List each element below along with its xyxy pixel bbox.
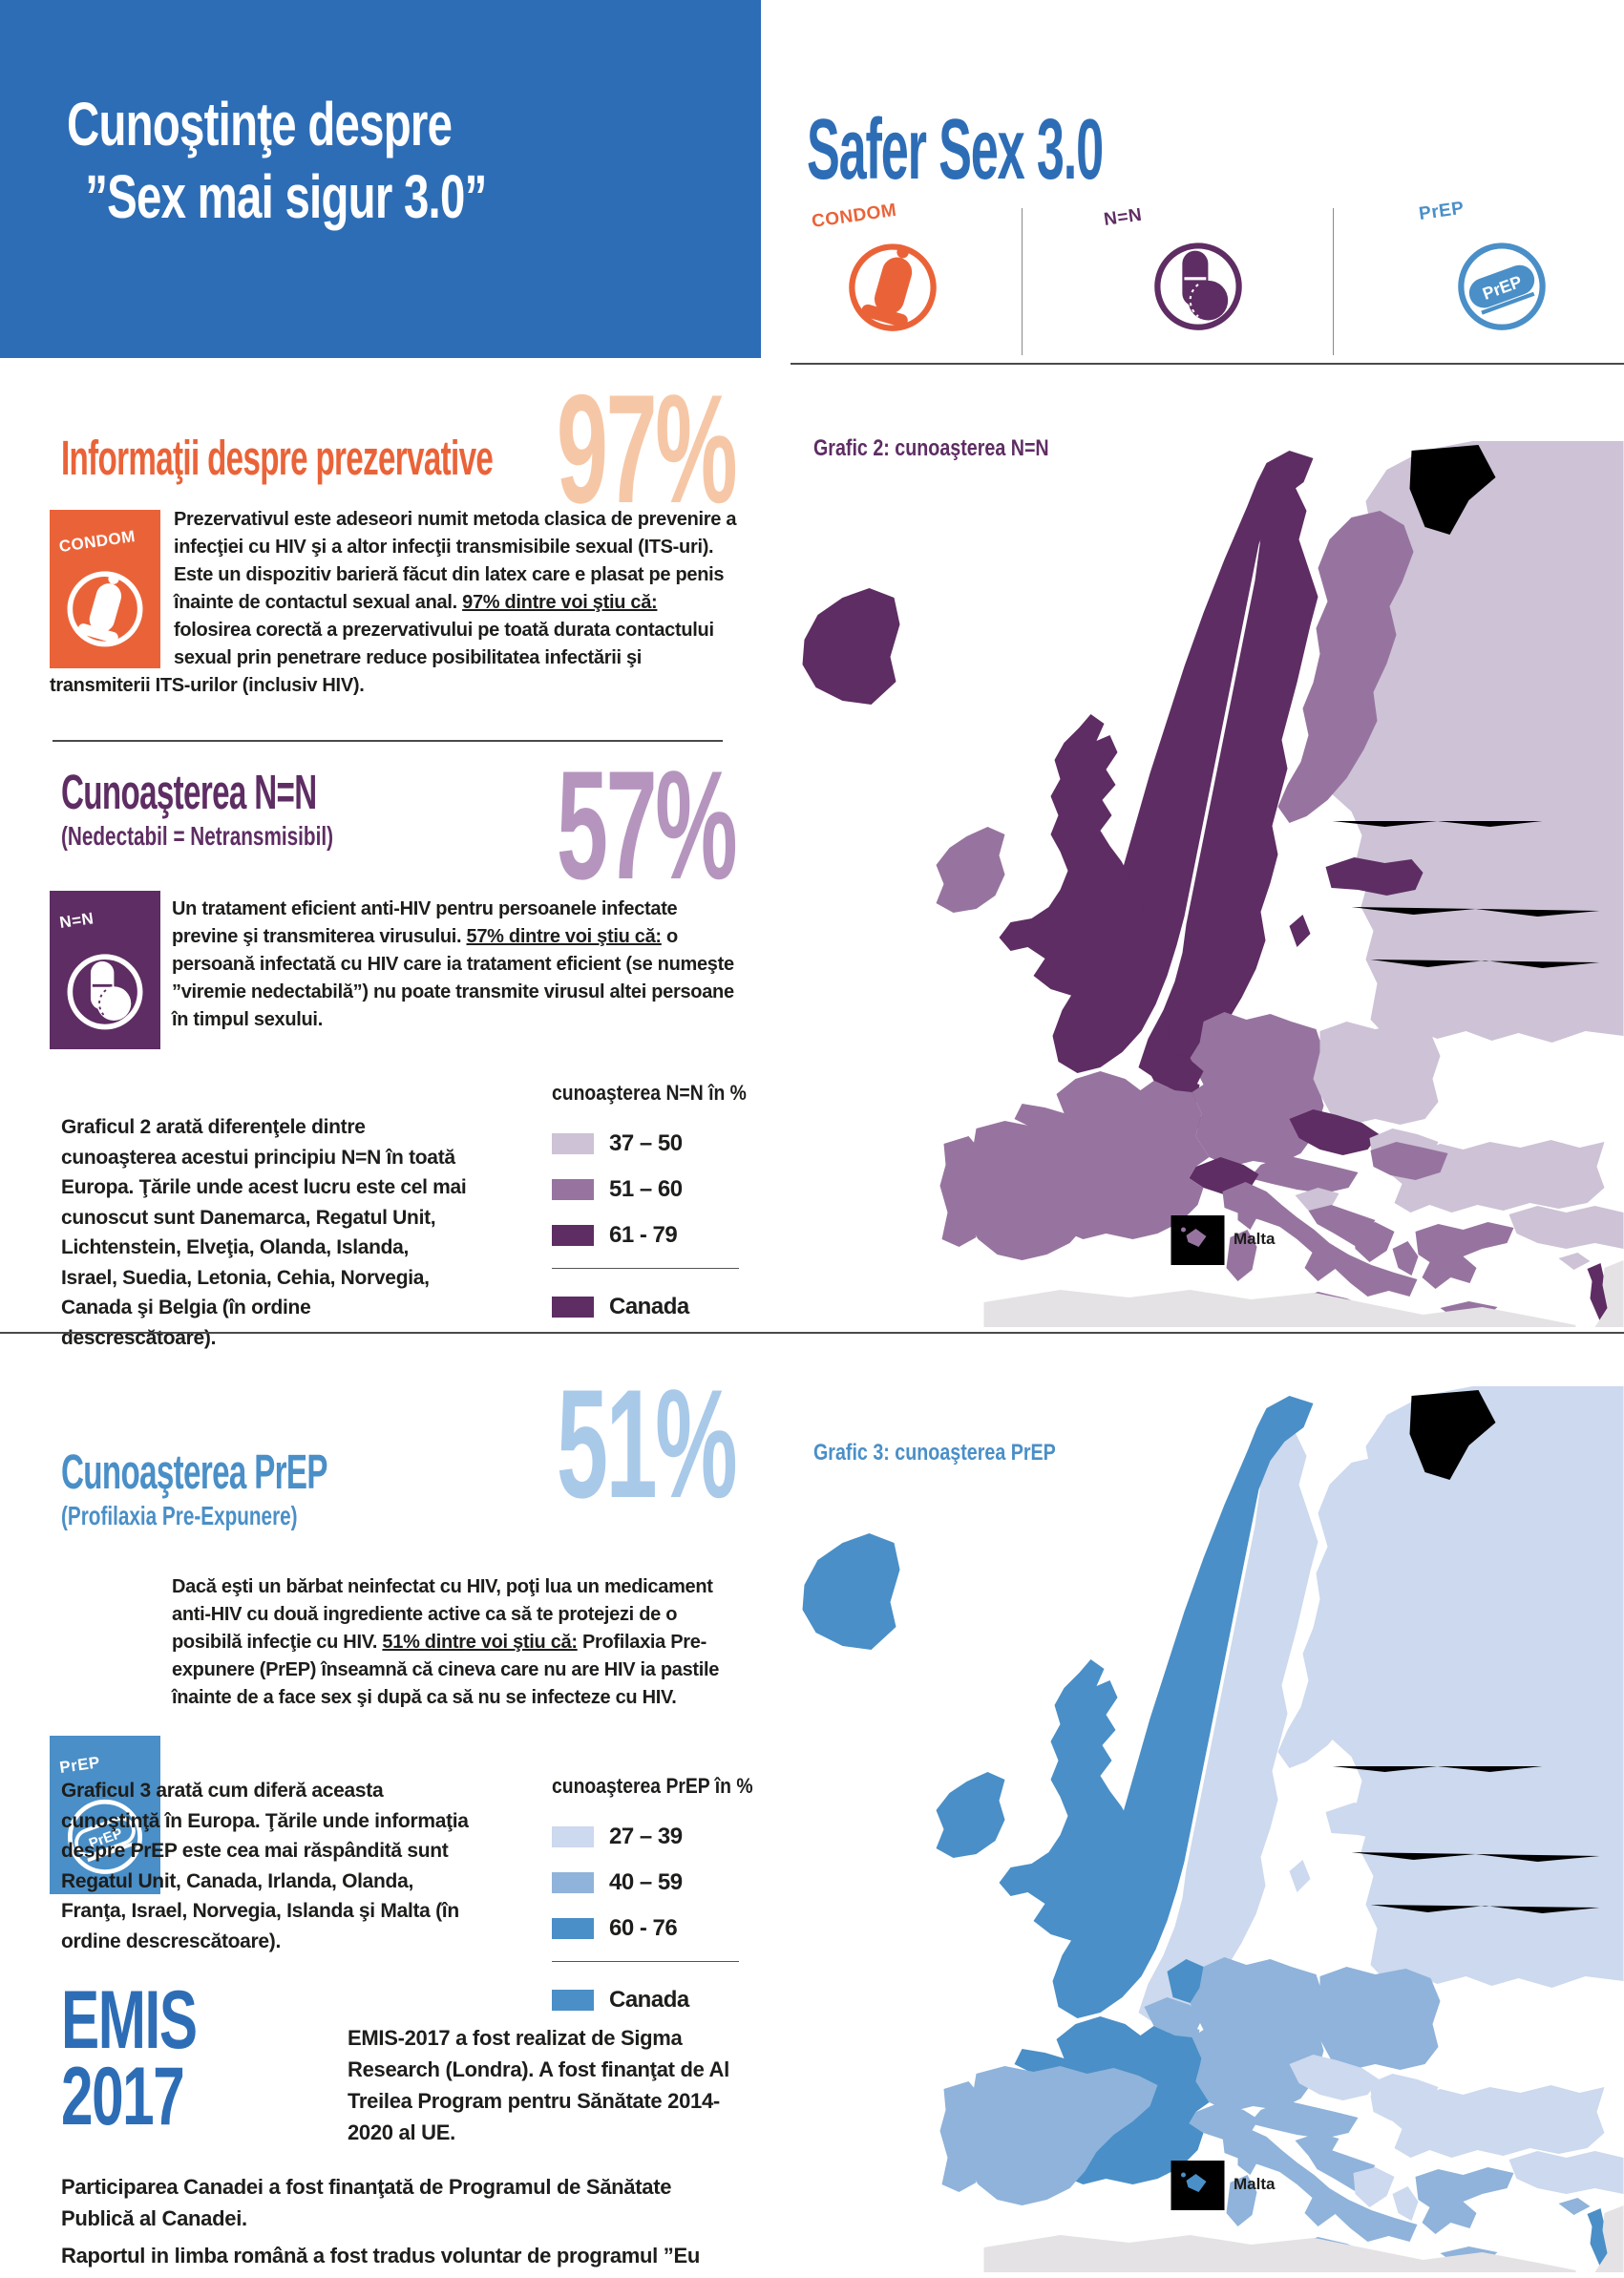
legend-row: 60 - 76 (552, 1915, 743, 1942)
condom-section-title: Informaţii despre prezervative (61, 431, 494, 485)
canada-label: Canada (609, 1294, 689, 1319)
prep-icon-card: PrEP PrEP (50, 1736, 160, 1894)
header-rule (791, 363, 1624, 365)
legend-row: 37 – 50 (552, 1130, 743, 1157)
europe-choropleth-nn (802, 441, 1624, 1327)
range-label: 51 – 60 (609, 1176, 683, 1202)
prep-body-after: Profilaxia Pre-expunere (PrEP) înseamnă … (172, 1632, 720, 1708)
nn-section-title: Cunoaşterea N=N (61, 765, 317, 819)
prep-body-before: Dacă eşti un bărbat neinfectat cu HIV, p… (172, 1576, 713, 1653)
canada-label: Canada (609, 1987, 689, 2013)
range-label: 61 - 79 (609, 1222, 678, 1248)
page-title-line2: ”Sex mai sigur 3.0” (85, 162, 487, 231)
legend-row: 40 – 59 (552, 1869, 743, 1896)
nn-legend: cunoaşterea N=N în % 37 – 50 51 – 60 61 … (552, 1081, 747, 1339)
swatch-canada (552, 1297, 594, 1318)
map-grafic3: Grafic 3: cunoaşterea PrEP Malta (754, 1356, 1624, 2278)
range-label: 60 - 76 (609, 1915, 678, 1941)
malta-inset-label: Malta (1234, 2175, 1276, 2193)
range-label: 40 – 59 (609, 1869, 683, 1895)
header-divider-1 (1022, 208, 1023, 355)
emis-para3: Raportul in limba română a fost tradus v… (61, 2244, 700, 2278)
emis-title: EMIS 2017 (61, 1974, 198, 2142)
swatch-60-76 (552, 1918, 594, 1939)
nn-paragraph: Un tratament eficient anti-HIV pentru pe… (172, 896, 743, 1034)
emis-para2: Participarea Canadei a fost finanţată de… (61, 2175, 672, 2230)
legend-row: 61 - 79 (552, 1222, 743, 1249)
prep-legend: cunoaşterea PrEP în % 27 – 39 40 – 59 60… (552, 1774, 753, 2033)
prep-paragraph: Dacă eşti un bărbat neinfectat cu HIV, p… (172, 1573, 745, 1712)
emis-para1: EMIS-2017 a fost realizat de Sigma Resea… (348, 2026, 729, 2144)
brand-title: Safer Sex 3.0 (807, 102, 1104, 198)
nn-label: N=N (1102, 204, 1144, 231)
nn-pills-icon (67, 954, 143, 1030)
grafic3-label: Grafic 3: cunoaşterea PrEP (813, 1440, 1056, 1466)
section-divider-1 (53, 740, 723, 742)
nn-body-underline: 57% dintre voi ştiu că: (466, 926, 663, 947)
page-divider (0, 1332, 1624, 1334)
header-divider-2 (1333, 208, 1334, 355)
nn-body-after: o persoană infectată cu HIV care ia trat… (172, 926, 734, 1030)
prep-section-title: Cunoaşterea PrEP (61, 1445, 328, 1499)
condom-icon (849, 243, 937, 331)
nn-pills-icon (1154, 243, 1242, 330)
nn-percent: 57% (556, 739, 738, 912)
range-label: 37 – 50 (609, 1130, 683, 1156)
header-banner: Cunoştinţe despre ”Sex mai sigur 3.0” (0, 0, 761, 358)
legend-row: 27 – 39 (552, 1824, 743, 1850)
legend-row-canada: Canada (552, 1987, 743, 2014)
prep-percent: 51% (556, 1358, 738, 1530)
nn-icon-card: N=N (50, 891, 160, 1049)
legend-divider (552, 1268, 739, 1269)
condom-paragraph: CONDOM Prezervativul este adeseori numit… (50, 506, 737, 700)
emis-block: EMIS 2017 EMIS-2017 a fost realizat de S… (61, 1974, 737, 2148)
nn-legend-title: cunoaşterea N=N în % (552, 1081, 747, 1105)
grafic3-paragraph: Graficul 3 arată cum diferă aceasta cuno… (61, 1780, 469, 1952)
grafic2-paragraph: Graficul 2 arată diferenţele dintre cuno… (61, 1116, 467, 1349)
malta-inset-label: Malta (1234, 1230, 1276, 1248)
condom-body-before: Prezervativul este adeseori numit metoda… (174, 509, 737, 613)
nn-section-subtitle: (Nedectabil = Netransmisibil) (61, 821, 333, 851)
condom-icon (67, 571, 143, 647)
condom-body-after: folosirea corectă a prezervativului pe t… (50, 620, 714, 696)
condom-icon-card: CONDOM (50, 510, 160, 668)
swatch-27-39 (552, 1826, 594, 1847)
nn-card-label: N=N (58, 909, 95, 933)
prep-card-label: PrEP (58, 1753, 102, 1778)
swatch-canada (552, 1990, 594, 2011)
legend-row-canada: Canada (552, 1294, 743, 1320)
prep-pill-icon: PrEP (67, 1799, 143, 1874)
prep-section-subtitle: (Profilaxia Pre-Expunere) (61, 1501, 298, 1530)
prep-legend-title: cunoaşterea PrEP în % (552, 1774, 753, 1798)
condom-body-underline: 97% dintre voi ştiu că: (462, 592, 658, 613)
grafic2-label: Grafic 2: cunoaşterea N=N (813, 435, 1049, 461)
prep-pill-icon: PrEP (1458, 243, 1546, 330)
swatch-61-79 (552, 1225, 594, 1246)
condom-percent: 97% (556, 363, 738, 536)
legend-row: 51 – 60 (552, 1176, 743, 1203)
range-label: 27 – 39 (609, 1824, 683, 1849)
condom-label: CONDOM (810, 200, 898, 233)
page-title-line1: Cunoştinţe despre (67, 90, 453, 158)
legend-divider (552, 1961, 739, 1962)
swatch-40-59 (552, 1872, 594, 1893)
swatch-51-60 (552, 1179, 594, 1200)
swatch-37-50 (552, 1133, 594, 1154)
page-title: Cunoştinţe despre ”Sex mai sigur 3.0” (67, 88, 487, 233)
nn-body-before: Un tratament eficient anti-HIV pentru pe… (172, 898, 678, 947)
prep-body-underline: 51% dintre voi ştiu că: (382, 1632, 578, 1653)
map-grafic2: Grafic 2: cunoaşterea N=N Malta (754, 411, 1624, 1327)
prep-label: PrEP (1417, 198, 1466, 225)
condom-card-label: CONDOM (57, 527, 137, 557)
europe-choropleth-prep (802, 1386, 1624, 2272)
